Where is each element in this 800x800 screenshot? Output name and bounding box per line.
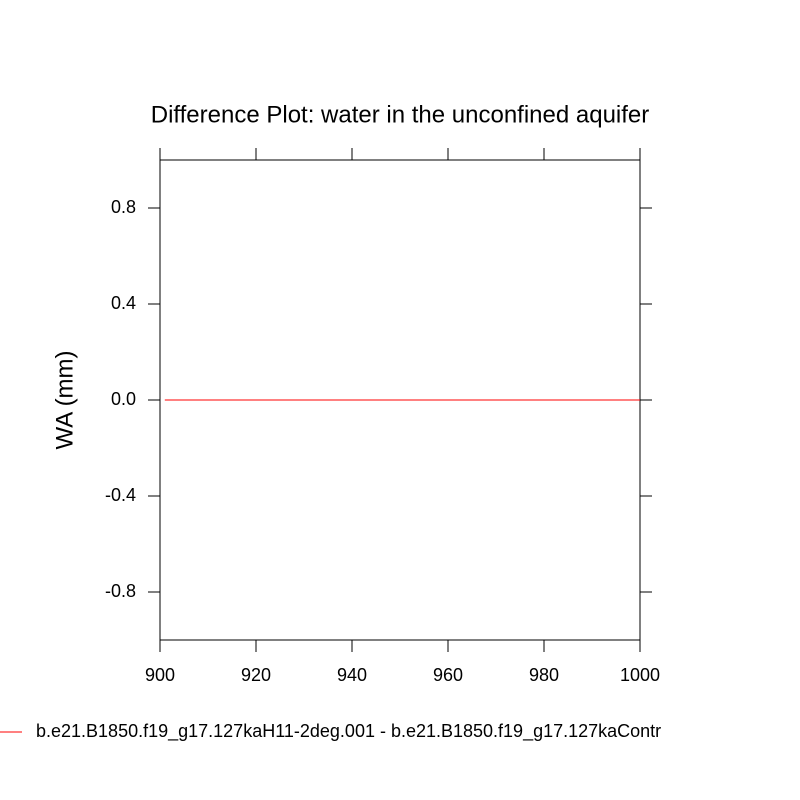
y-tick-label: 0.8 <box>111 197 136 217</box>
chart-title: Difference Plot: water in the unconfined… <box>151 101 650 128</box>
x-tick-label: 900 <box>145 665 175 685</box>
x-tick-label: 940 <box>337 665 367 685</box>
x-tick-label: 1000 <box>620 665 660 685</box>
y-tick-label: 0.0 <box>111 389 136 409</box>
y-tick-label: -0.8 <box>105 581 136 601</box>
x-tick-label: 980 <box>529 665 559 685</box>
y-tick-label: 0.4 <box>111 293 136 313</box>
x-tick-label: 960 <box>433 665 463 685</box>
x-tick-label: 920 <box>241 665 271 685</box>
legend-label: b.e21.B1850.f19_g17.127kaH11-2deg.001 - … <box>36 721 661 742</box>
y-axis-label: WA (mm) <box>51 350 78 449</box>
y-tick-label: -0.4 <box>105 485 136 505</box>
